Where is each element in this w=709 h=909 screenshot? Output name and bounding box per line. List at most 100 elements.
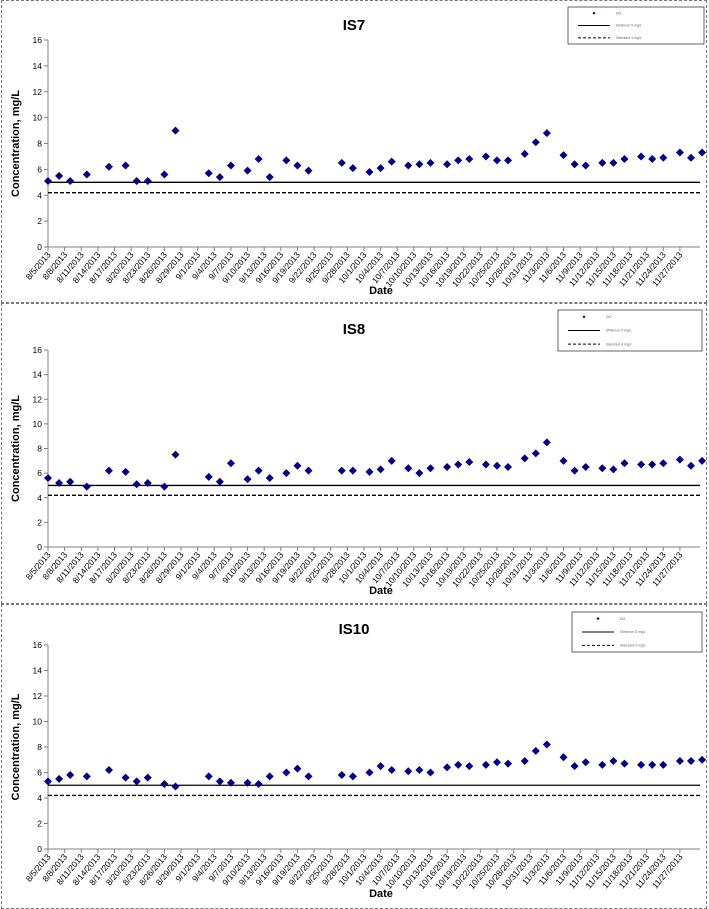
data-point [687, 461, 695, 470]
chart-title: IS8 [343, 321, 366, 338]
chart-panel-is8: IS8 Concentration, mg/L 0 2 4 6 8 10 12 14 16 8/5/2… [1, 303, 707, 604]
data-point [648, 460, 657, 469]
data-point [293, 461, 302, 470]
x-axis-label: Date [369, 585, 393, 597]
data-point [365, 167, 374, 176]
data-point [132, 777, 141, 786]
data-point [121, 467, 130, 476]
data-point [265, 173, 274, 182]
data-point [581, 462, 590, 471]
y-tick-label: 8 [37, 139, 42, 149]
data-point [82, 170, 91, 179]
data-point [204, 169, 213, 178]
data-point [204, 472, 213, 481]
data-point [55, 478, 64, 487]
data-point [282, 768, 291, 777]
data-point [542, 438, 551, 447]
data-point [570, 160, 579, 169]
data-point [66, 771, 75, 780]
legend-entry-label: DO [620, 617, 626, 621]
legend-marker-do [596, 617, 600, 621]
data-point [675, 148, 684, 157]
y-tick-label: 8 [37, 742, 42, 752]
y-tick-label: 16 [33, 35, 43, 45]
y-tick-label: 2 [37, 819, 42, 829]
data-point [492, 758, 501, 767]
data-point [254, 466, 263, 475]
data-point [415, 160, 424, 169]
data-point [337, 466, 346, 475]
y-tick-label: 14 [33, 61, 43, 71]
y-tick-label: 2 [37, 216, 42, 226]
y-tick-label: 6 [37, 768, 42, 778]
y-tick-label: 10 [33, 717, 43, 727]
data-point [143, 478, 152, 487]
data-point [215, 777, 224, 786]
data-point [55, 171, 64, 180]
data-point [387, 157, 396, 166]
data-point [443, 763, 452, 772]
data-point [387, 765, 396, 774]
data-point [648, 760, 657, 769]
y-tick-label: 6 [37, 468, 42, 478]
data-point [104, 765, 113, 774]
legend-entry-label: Standard 4 mg/L [616, 36, 642, 40]
y-tick-label: 16 [33, 640, 43, 650]
legend-marker-do [582, 315, 586, 319]
data-point [215, 173, 224, 182]
data-point [171, 126, 180, 135]
data-point [160, 170, 169, 179]
y-tick-label: 14 [33, 666, 43, 676]
data-point [687, 153, 695, 162]
data-point [104, 466, 113, 475]
data-point [143, 177, 152, 186]
data-point [570, 762, 579, 771]
y-tick-label: 0 [37, 542, 42, 552]
data-point [55, 774, 64, 783]
data-point [620, 759, 629, 768]
data-point [215, 477, 224, 486]
data-point [376, 762, 385, 771]
data-point [44, 177, 52, 186]
data-point [304, 166, 313, 175]
data-point [282, 156, 291, 165]
x-axis-label: Date [369, 888, 393, 900]
data-point [404, 464, 413, 473]
data-point [426, 464, 435, 473]
data-point [465, 762, 474, 771]
data-point [531, 746, 540, 755]
data-point [171, 450, 180, 459]
data-point [348, 466, 357, 475]
legend-entry-label: Minimum 5 mg/L [616, 24, 642, 28]
data-point [121, 161, 130, 170]
data-point [648, 155, 657, 164]
data-point [559, 753, 568, 762]
data-point [82, 772, 91, 781]
data-point [387, 456, 396, 465]
y-tick-label: 0 [37, 844, 42, 854]
data-point [293, 161, 302, 170]
chart-panel-is7: IS7 Concentration, mg/L 0 2 4 6 8 10 12 14 16 8/5/2… [1, 0, 707, 303]
y-tick-label: 12 [33, 691, 43, 701]
legend-entry-label: DO [606, 315, 612, 319]
data-point [443, 160, 452, 169]
data-point [337, 158, 346, 167]
y-axis-label: Concentration, mg/L [10, 693, 22, 800]
data-point [226, 459, 235, 468]
data-point [254, 155, 263, 164]
data-point [121, 773, 130, 782]
y-tick-label: 10 [33, 113, 43, 123]
data-point [337, 771, 346, 780]
data-point [620, 155, 629, 164]
legend-entry-label: Standard 4 mg/L [620, 644, 646, 648]
legend-entry-label: Minimum 5 mg/L [606, 329, 632, 333]
data-point [104, 162, 113, 171]
data-point [504, 759, 513, 768]
data-point [293, 764, 302, 773]
y-tick-label: 6 [37, 164, 42, 174]
data-point [598, 760, 607, 769]
data-point [609, 465, 618, 474]
